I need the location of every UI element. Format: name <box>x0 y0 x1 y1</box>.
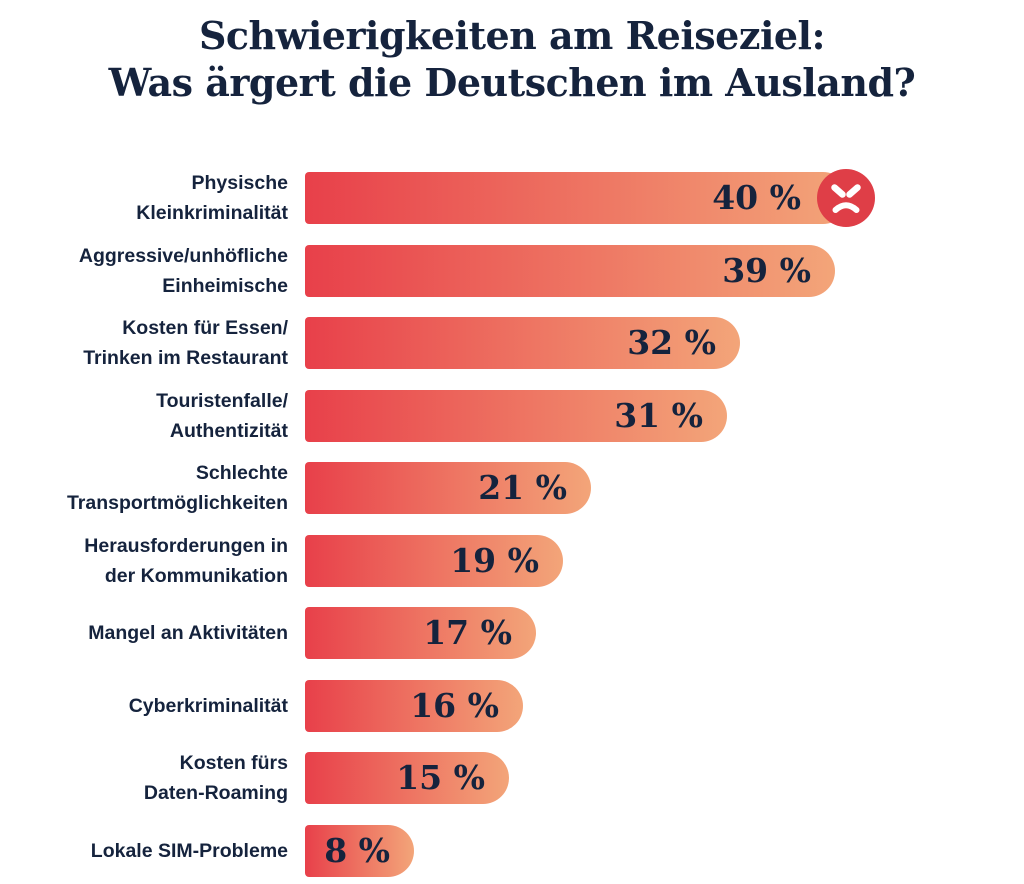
chart-row: Kosten fürs Daten-Roaming 15 % <box>0 752 1024 804</box>
category-label: Physische Kleinkriminalität <box>136 172 288 224</box>
value-label: 8 % <box>324 830 390 870</box>
value-bar: 40 % <box>305 169 875 227</box>
value-bar: 8 % <box>305 824 414 877</box>
chart-row: Kosten für Essen/ Trinken im Restaurant … <box>0 317 1024 369</box>
value-label: 39 % <box>722 250 811 290</box>
chart-row: Lokale SIM-Probleme 8 % <box>0 824 1024 877</box>
value-label: 19 % <box>450 540 539 580</box>
category-label: Cyberkriminalität <box>128 694 288 717</box>
value-bar: 17 % <box>305 607 536 659</box>
chart-row: Cyberkriminalität 16 % <box>0 679 1024 732</box>
chart-row: Schlechte Transportmöglichkeiten 21 % <box>0 462 1024 514</box>
value-label: 15 % <box>396 758 485 797</box>
angry-face-right-eye <box>846 184 861 198</box>
chart-title-line-2: Was ärgert die Deutschen im Ausland? <box>108 60 916 105</box>
angry-face-left-eye <box>831 184 846 198</box>
angry-face-circle <box>817 169 875 227</box>
value-bar: 32 % <box>305 317 740 369</box>
chart-title: Schwierigkeiten am Reiseziel: Was ärgert… <box>0 12 1024 106</box>
category-label: Touristenfalle/ Authentizität <box>156 389 288 442</box>
bar-chart: Physische Kleinkriminalität 40 % Aggress… <box>0 169 1024 877</box>
value-label: 31 % <box>614 395 703 435</box>
value-label: 21 % <box>478 468 567 507</box>
chart-row: Physische Kleinkriminalität 40 % <box>0 169 1024 227</box>
category-label: Aggressive/unhöfliche Einheimische <box>78 244 288 297</box>
category-label: Herausforderungen in der Kommunikation <box>84 534 288 587</box>
chart-row: Touristenfalle/ Authentizität 31 % <box>0 389 1024 442</box>
value-bar: 39 % <box>305 244 835 297</box>
category-label: Kosten fürs Daten-Roaming <box>143 752 288 804</box>
category-label: Kosten für Essen/ Trinken im Restaurant <box>83 317 288 369</box>
category-label: Schlechte Transportmöglichkeiten <box>66 462 288 514</box>
value-bar: 16 % <box>305 679 523 732</box>
angry-face-icon <box>817 169 875 227</box>
chart-row: Aggressive/unhöfliche Einheimische 39 % <box>0 244 1024 297</box>
value-label: 17 % <box>423 613 512 652</box>
value-bar: 19 % <box>305 534 563 587</box>
chart-row: Herausforderungen in der Kommunikation 1… <box>0 534 1024 587</box>
category-label: Lokale SIM-Probleme <box>90 839 288 862</box>
category-label: Mangel an Aktivitäten <box>88 622 288 644</box>
value-label: 40 % <box>712 178 801 217</box>
chart-title-line-1: Schwierigkeiten am Reiseziel: <box>198 13 826 58</box>
value-label: 16 % <box>410 685 499 725</box>
chart-row: Mangel an Aktivitäten 17 % <box>0 607 1024 659</box>
angry-face-mouth <box>832 202 860 213</box>
value-bar: 21 % <box>305 462 591 514</box>
value-label: 32 % <box>627 323 716 362</box>
value-bar: 31 % <box>305 389 727 442</box>
value-bar: 15 % <box>305 752 509 804</box>
